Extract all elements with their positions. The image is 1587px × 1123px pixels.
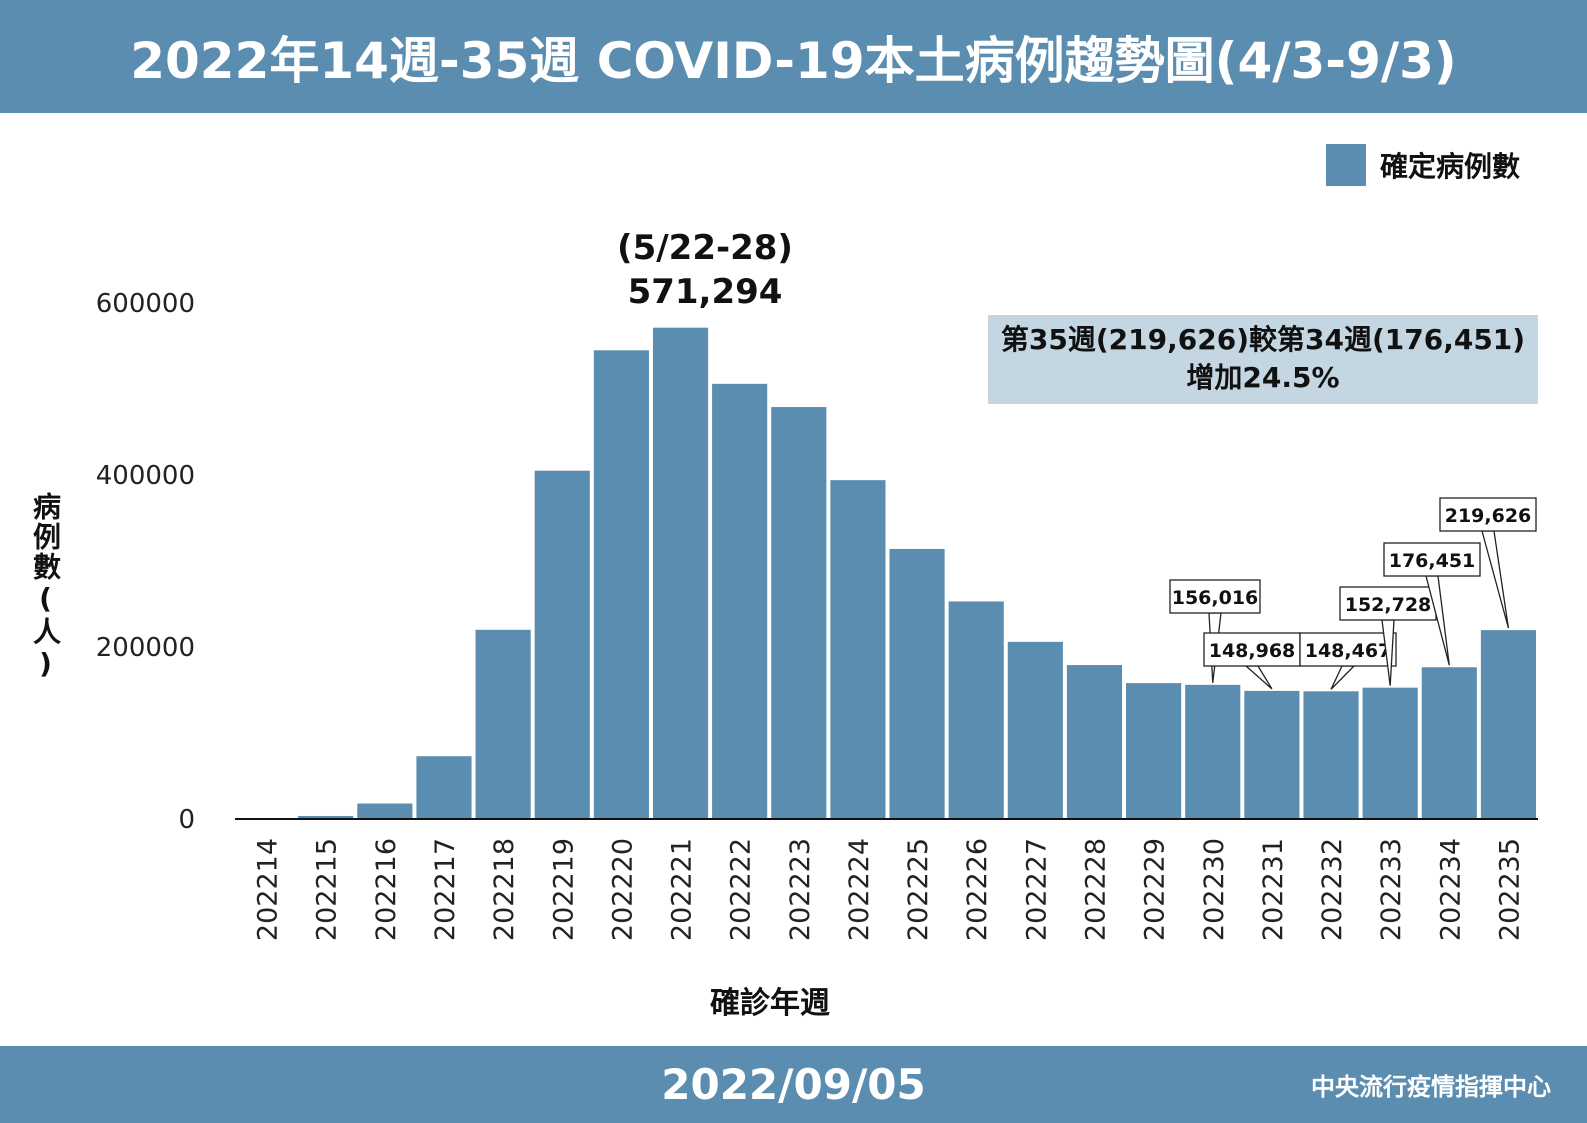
bar — [771, 407, 827, 819]
x-tick-label: 202230 — [1199, 838, 1230, 941]
callout-pointer — [1481, 530, 1510, 629]
callout-box — [1339, 586, 1437, 621]
bar — [1244, 690, 1300, 819]
chart-title: 2022年14週-35週 COVID-19本土病例趨勢圖(4/3-9/3) — [0, 0, 1587, 113]
comparison-note-line2: 增加24.5% — [1186, 361, 1340, 394]
callout-pointer — [1330, 665, 1356, 690]
y-tick-label: 600000 — [96, 289, 195, 319]
peak-annotation-value: 571,294 — [627, 272, 783, 312]
bar — [652, 327, 709, 819]
x-tick-label: 202225 — [903, 838, 934, 941]
legend-label: 確定病例數 — [1380, 150, 1521, 183]
y-axis-label: 病例數(人) — [29, 492, 62, 682]
legend-swatch — [1326, 144, 1366, 186]
x-tick-label: 202217 — [430, 838, 461, 941]
peak-annotation: (5/22-28) 571,294 — [545, 226, 865, 314]
x-tick-label: 202214 — [253, 838, 284, 941]
peak-annotation-period: (5/22-28) — [617, 228, 793, 268]
x-tick-label: 202233 — [1376, 838, 1407, 941]
y-tick-label: 0 — [178, 805, 195, 835]
bar — [1421, 667, 1477, 819]
footer-organization: 中央流行疫情指揮中心 — [1311, 1073, 1551, 1101]
bar — [298, 815, 354, 819]
x-tick-label: 202222 — [726, 838, 757, 941]
bar — [1362, 687, 1418, 819]
bar — [1185, 684, 1241, 819]
bar — [889, 548, 945, 819]
x-tick-label: 202215 — [312, 838, 343, 941]
bar-chart: 0 200000 400000 600000 202214 202215 202216 202… — [96, 289, 1538, 941]
x-tick-label: 202227 — [1021, 838, 1052, 941]
x-tick-label: 202224 — [844, 838, 875, 941]
footer: 2022/09/05 中央流行疫情指揮中心 — [0, 1046, 1587, 1123]
callout-pointer — [1244, 665, 1273, 690]
x-tick-label: 202229 — [1140, 838, 1171, 941]
x-tick-label: 202220 — [607, 838, 638, 941]
callout-box — [1169, 579, 1261, 614]
callout-box — [1299, 632, 1397, 667]
y-tick-label: 200000 — [96, 633, 195, 663]
x-tick-label: 202223 — [785, 838, 816, 941]
bar — [1480, 630, 1536, 819]
bar — [712, 383, 768, 819]
footer-date: 2022/09/05 — [661, 1060, 926, 1109]
x-axis-label: 確診年週 — [710, 986, 830, 1021]
bar — [948, 601, 1004, 819]
x-tick-label: 202235 — [1494, 838, 1525, 941]
callout-label: 152,728 — [1345, 594, 1432, 616]
callout-box — [1439, 497, 1537, 532]
y-tick-label: 400000 — [96, 461, 195, 491]
x-tick-label: 202219 — [548, 838, 579, 941]
bar — [416, 756, 472, 819]
comparison-note: 第35週(219,626)較第34週(176,451) 增加24.5% — [988, 315, 1538, 404]
x-tick-label: 202221 — [667, 838, 698, 941]
x-tick-label: 202228 — [1080, 838, 1111, 941]
x-tick-label: 202232 — [1317, 838, 1348, 941]
callout-label: 148,467 — [1305, 640, 1392, 662]
bar — [1303, 691, 1359, 819]
bar — [475, 629, 531, 819]
x-tick-label: 202216 — [371, 838, 402, 941]
x-tick-label: 202218 — [489, 838, 520, 941]
bar — [830, 480, 886, 819]
legend: 確定病例數 — [1326, 144, 1520, 186]
x-tick-label: 202226 — [962, 838, 993, 941]
x-tick-label: 202234 — [1435, 838, 1466, 941]
x-tick-label: 202231 — [1258, 838, 1289, 941]
bar — [357, 803, 413, 819]
callout-box — [1383, 542, 1481, 577]
bar — [1066, 665, 1123, 819]
bar — [593, 350, 649, 819]
callout-label: 176,451 — [1389, 550, 1476, 572]
bar — [1007, 641, 1063, 819]
bar — [534, 470, 590, 819]
callout-label: 156,016 — [1172, 587, 1259, 609]
comparison-note-line1: 第35週(219,626)較第34週(176,451) — [1000, 323, 1526, 356]
callout-label: 219,626 — [1445, 505, 1532, 527]
callout-label: 148,968 — [1209, 640, 1296, 662]
bar — [1126, 683, 1182, 819]
